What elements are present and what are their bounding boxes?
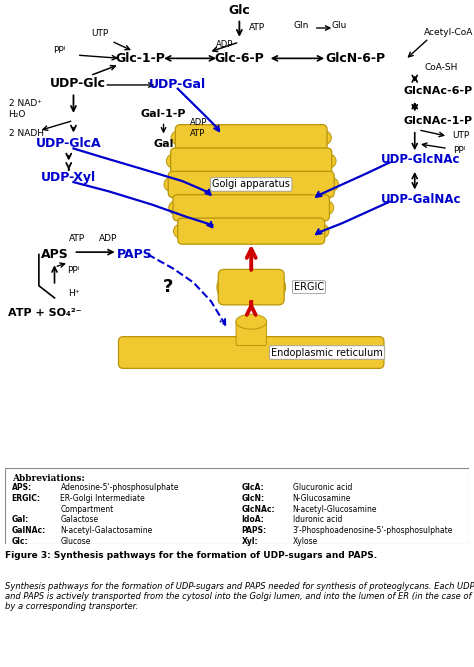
- FancyBboxPatch shape: [168, 171, 334, 197]
- Text: Glu: Glu: [331, 21, 346, 30]
- FancyBboxPatch shape: [118, 337, 384, 368]
- Text: ERGIC:: ERGIC:: [12, 494, 41, 503]
- Ellipse shape: [169, 201, 184, 215]
- Text: Glc-6-P: Glc-6-P: [215, 52, 264, 65]
- FancyBboxPatch shape: [175, 125, 327, 151]
- Ellipse shape: [236, 314, 267, 329]
- Text: ERGIC: ERGIC: [294, 282, 324, 292]
- Text: GlcNAc-1-P: GlcNAc-1-P: [404, 117, 473, 126]
- Text: PPᴵ: PPᴵ: [53, 46, 65, 55]
- Text: Xylose: Xylose: [293, 537, 318, 546]
- Text: UDP-Xyl: UDP-Xyl: [41, 171, 96, 184]
- Text: H₂O: H₂O: [9, 110, 26, 119]
- Text: 2 NADH: 2 NADH: [9, 129, 44, 137]
- Text: GalNAc:: GalNAc:: [12, 526, 46, 535]
- Text: UTP: UTP: [453, 131, 470, 140]
- FancyBboxPatch shape: [173, 195, 329, 221]
- Text: PPᴵ: PPᴵ: [453, 146, 465, 155]
- Text: Abbreviations:: Abbreviations:: [12, 474, 84, 482]
- Text: PAPS:: PAPS:: [242, 526, 267, 535]
- Text: ADP: ADP: [99, 233, 117, 243]
- Text: Figure 3: Synthesis pathways for the formation of UDP-sugars and PAPS.: Figure 3: Synthesis pathways for the for…: [5, 551, 377, 560]
- Text: ?: ?: [163, 278, 173, 296]
- Ellipse shape: [323, 177, 338, 191]
- Text: Gal: Gal: [154, 139, 173, 149]
- Ellipse shape: [173, 224, 189, 238]
- FancyBboxPatch shape: [5, 468, 469, 544]
- Text: Glc-1-P: Glc-1-P: [115, 52, 165, 65]
- Text: UDP-GalNAc: UDP-GalNAc: [381, 193, 461, 206]
- Text: Gal:: Gal:: [12, 516, 29, 524]
- Text: Glc: Glc: [228, 4, 250, 17]
- Ellipse shape: [164, 177, 179, 191]
- Text: GlcN-6-P: GlcN-6-P: [326, 52, 385, 65]
- Text: Glc:: Glc:: [12, 537, 28, 546]
- Text: APS:: APS:: [12, 484, 32, 492]
- Text: ATP + SO₄²⁻: ATP + SO₄²⁻: [8, 308, 82, 317]
- Text: Iduronic acid: Iduronic acid: [293, 516, 342, 524]
- Text: Glucose: Glucose: [61, 537, 91, 546]
- Text: H⁺: H⁺: [68, 289, 79, 297]
- Text: UDP-GlcNAc: UDP-GlcNAc: [381, 153, 461, 166]
- Text: APS: APS: [41, 248, 68, 261]
- Text: UTP: UTP: [91, 29, 108, 38]
- Ellipse shape: [217, 277, 229, 297]
- Text: Acetyl-CoA: Acetyl-CoA: [424, 28, 474, 37]
- Text: ATP: ATP: [190, 129, 205, 137]
- Text: Xyl:: Xyl:: [242, 537, 258, 546]
- FancyBboxPatch shape: [178, 218, 325, 244]
- Ellipse shape: [319, 201, 334, 215]
- Text: PPᴵ: PPᴵ: [67, 266, 80, 275]
- Text: ER-Golgi Intermediate: ER-Golgi Intermediate: [61, 494, 145, 503]
- Text: UDP-Glc: UDP-Glc: [50, 77, 106, 89]
- FancyBboxPatch shape: [218, 269, 284, 305]
- Text: Galactose: Galactose: [61, 516, 99, 524]
- Ellipse shape: [273, 277, 285, 297]
- Text: Endoplasmic reticulum: Endoplasmic reticulum: [271, 348, 383, 358]
- Text: GlcNAc-6-P: GlcNAc-6-P: [404, 86, 473, 96]
- Text: N-acetyl-Glucosamine: N-acetyl-Glucosamine: [293, 505, 377, 514]
- Text: GlcNAc:: GlcNAc:: [242, 505, 275, 514]
- Text: Adenosine-5'-phosphosulphate: Adenosine-5'-phosphosulphate: [61, 484, 179, 492]
- Text: 3'-Phosphoadenosine-5'-phosphosulphate: 3'-Phosphoadenosine-5'-phosphosulphate: [293, 526, 453, 535]
- Text: ATP: ATP: [249, 23, 265, 31]
- Text: N-Glucosamine: N-Glucosamine: [293, 494, 351, 503]
- Text: 2 NAD⁺: 2 NAD⁺: [9, 99, 42, 108]
- Text: GlcA:: GlcA:: [242, 484, 264, 492]
- Text: Synthesis pathways for the formation of UDP-sugars and PAPS needed for synthesis: Synthesis pathways for the formation of …: [5, 582, 474, 612]
- FancyBboxPatch shape: [236, 321, 266, 346]
- Text: N-acetyl-Galactosamine: N-acetyl-Galactosamine: [61, 526, 153, 535]
- Text: CoA-SH: CoA-SH: [424, 63, 457, 72]
- Ellipse shape: [171, 131, 186, 145]
- Text: Gal-1-P: Gal-1-P: [141, 109, 186, 119]
- Text: ADP: ADP: [216, 40, 233, 49]
- Text: GlcN:: GlcN:: [242, 494, 265, 503]
- Ellipse shape: [314, 224, 329, 238]
- Text: Glucuronic acid: Glucuronic acid: [293, 484, 352, 492]
- Ellipse shape: [321, 154, 336, 168]
- Text: IdoA:: IdoA:: [242, 516, 264, 524]
- Text: ADP: ADP: [190, 118, 207, 127]
- Text: ATP: ATP: [69, 233, 85, 243]
- Text: Gln: Gln: [293, 21, 309, 30]
- Ellipse shape: [316, 131, 331, 145]
- Ellipse shape: [166, 154, 182, 168]
- Text: UDP-Gal: UDP-Gal: [149, 79, 206, 91]
- FancyBboxPatch shape: [171, 148, 332, 174]
- Text: UDP-GlcA: UDP-GlcA: [36, 137, 101, 150]
- Text: PAPS: PAPS: [117, 248, 153, 261]
- Text: Compartment: Compartment: [61, 505, 114, 514]
- Text: Golgi apparatus: Golgi apparatus: [212, 179, 290, 189]
